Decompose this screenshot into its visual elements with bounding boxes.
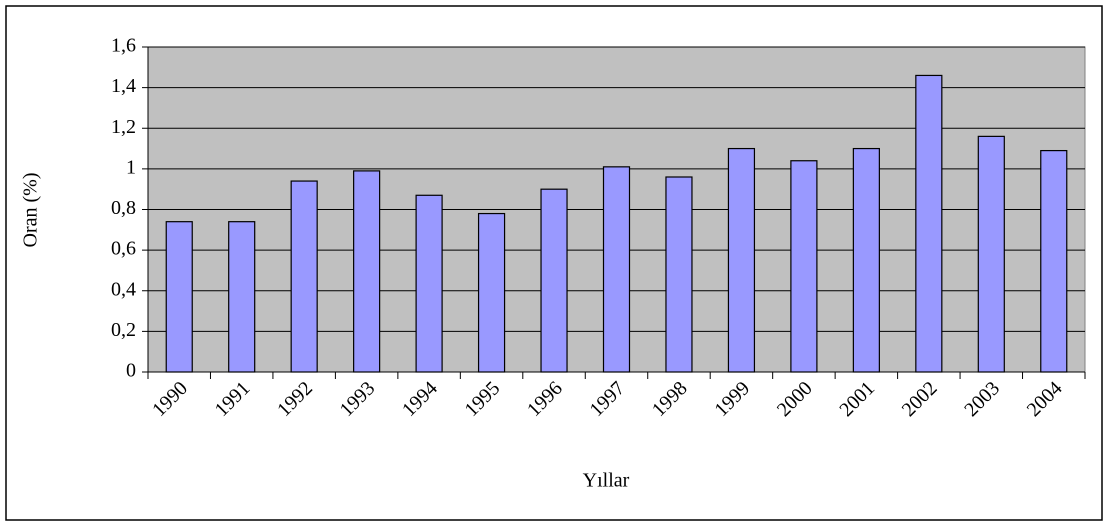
y-tick-label: 0,8	[111, 197, 136, 219]
bar	[665, 176, 693, 373]
bar	[602, 166, 631, 373]
bar	[727, 147, 756, 373]
bar	[228, 221, 256, 373]
bar	[790, 160, 818, 373]
bar	[165, 221, 193, 373]
bar	[977, 135, 1005, 373]
bar	[915, 74, 943, 373]
y-tick-label: 1,2	[111, 116, 136, 138]
bar	[415, 194, 443, 373]
x-axis-title: Yıllar	[583, 470, 630, 492]
bar	[290, 180, 318, 373]
bar	[540, 188, 568, 373]
bar	[852, 147, 880, 373]
y-tick-label: 0,4	[111, 278, 136, 300]
y-tick-label: 0,6	[111, 238, 136, 260]
y-tick-label: 0	[126, 360, 136, 382]
y-tick-label: 1,6	[111, 35, 136, 57]
bar	[477, 212, 506, 373]
y-tick-label: 1	[126, 156, 136, 178]
bar	[1040, 149, 1068, 373]
y-tick-label: 1,4	[111, 75, 136, 97]
y-tick-label: 0,2	[111, 319, 136, 341]
bar	[353, 170, 381, 373]
y-axis-title: Oran (%)	[20, 173, 42, 248]
